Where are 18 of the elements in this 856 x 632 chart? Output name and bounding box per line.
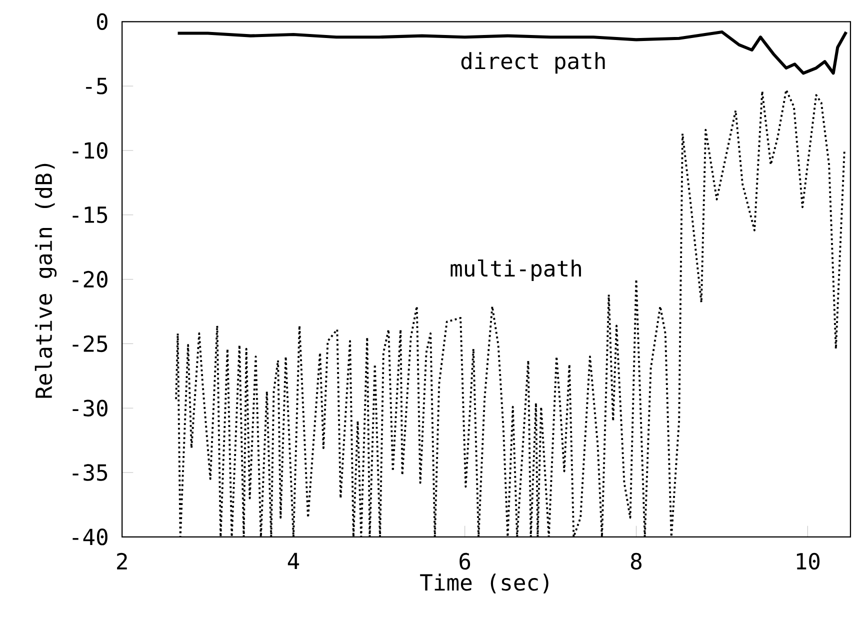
series-label: direct path (461, 52, 605, 74)
y-tick-label: -20 (72, 270, 108, 288)
y-tick-label: -5 (86, 78, 108, 94)
x-tick-label: 2 (117, 552, 127, 570)
x-tick-label: 8 (630, 552, 642, 570)
y-tick-label: -30 (72, 400, 108, 416)
series-label: multi-path (450, 260, 581, 282)
y-tick-label: -25 (72, 335, 108, 352)
y-tick-label: 0 (96, 13, 108, 30)
y-tick-label: -15 (72, 206, 108, 224)
y-tick-label: -10 (72, 142, 108, 159)
x-tick-label: 4 (288, 552, 300, 570)
x-tick-label: 10 (796, 552, 820, 570)
y-axis-title: Relative gain (dB) (34, 164, 57, 398)
x-axis-title: Time (sec) (420, 574, 548, 594)
x-tick-label: 6 (460, 552, 470, 570)
y-tick-label: -40 (72, 528, 108, 546)
y-tick-label: -35 (72, 464, 108, 481)
